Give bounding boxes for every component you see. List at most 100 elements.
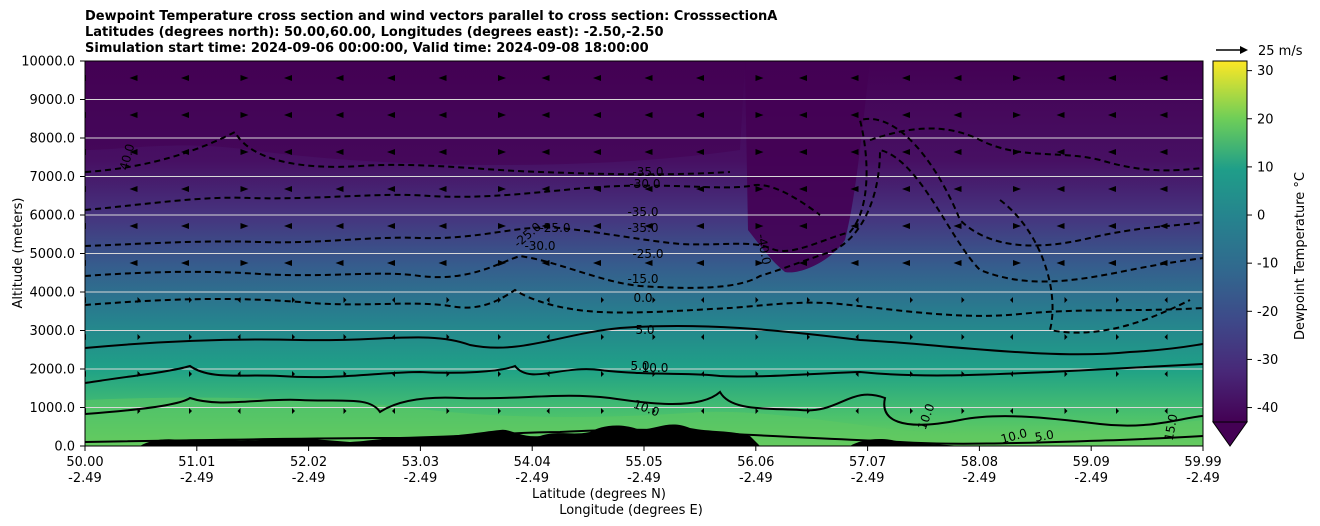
wind-vector-arrow	[1010, 297, 1013, 303]
wind-vector-arrow	[1056, 149, 1065, 155]
wind-vector-arrow	[755, 297, 759, 303]
wind-vectors	[85, 75, 1168, 414]
contour-line-dashed	[85, 148, 1203, 289]
wind-vector-arrow	[1164, 408, 1168, 414]
wind-vector-arrow	[387, 260, 395, 266]
wind-vector-arrow	[696, 112, 704, 118]
wind-vector-arrow	[181, 260, 189, 266]
wind-vector-arrow	[189, 408, 192, 414]
wind-vector-arrow	[438, 149, 447, 155]
wind-vector-arrow	[1164, 371, 1168, 377]
wind-vector-arrow	[593, 186, 601, 192]
wind-vector-arrow	[593, 75, 601, 81]
x-tick-label-latitude: 55.05	[625, 455, 662, 470]
wind-vector-arrow	[1108, 223, 1116, 229]
wind-vector-arrow	[129, 260, 138, 266]
terrain-silhouette	[140, 424, 960, 446]
wind-vector-arrow	[961, 297, 965, 303]
wind-vector-arrow	[1159, 75, 1168, 81]
wind-vector-arrow	[387, 186, 395, 192]
y-axis-label: Altitude (meters)	[11, 198, 26, 309]
wind-vector-arrow	[129, 186, 138, 192]
wind-vector-arrow	[953, 75, 962, 81]
wind-vector-arrow	[335, 112, 344, 118]
contour-label: -30.0	[524, 239, 555, 253]
wind-vector-arrow	[541, 112, 550, 118]
wind-vector-arrow	[644, 75, 653, 81]
wind-vector-arrow	[1164, 334, 1168, 340]
wind-vector-arrow	[392, 371, 395, 377]
colorbar-tick-label: 10	[1257, 160, 1274, 175]
wind-vector-arrow	[1108, 186, 1116, 192]
colorbar-tick-label: 30	[1257, 64, 1274, 79]
wind-vector-arrow	[137, 371, 141, 377]
contour-label: 10.0	[642, 361, 669, 375]
wind-vector-arrow	[961, 408, 965, 414]
colorbar-label: Dewpoint Temperature °C	[1293, 172, 1308, 340]
wind-vector-arrow	[850, 149, 859, 155]
contour-label: 0.0	[633, 291, 652, 305]
wind-vector-arrow	[498, 408, 501, 414]
contour-label: 5.0	[1034, 428, 1055, 445]
wind-vector-arrow	[541, 223, 550, 229]
wind-vector-arrow	[593, 112, 601, 118]
wind-vector-arrow	[755, 408, 759, 414]
contour-label: -35.0	[627, 205, 658, 219]
y-tick-label: 8000.0	[30, 132, 76, 147]
wind-vector-arrow	[335, 186, 344, 192]
wind-vector-arrow	[240, 260, 249, 266]
wind-vector-arrow	[446, 334, 450, 340]
wind-vector-arrow	[701, 334, 704, 340]
wind-vector-arrow	[601, 297, 604, 303]
wind-vector-arrow	[807, 297, 810, 303]
wind-vector-arrow	[498, 371, 501, 377]
contour-label: 15.0	[1162, 413, 1180, 442]
wind-vector-arrow	[240, 112, 249, 118]
wind-vector-arrow	[1116, 297, 1119, 303]
wind-vector-arrow	[129, 112, 138, 118]
wind-vector-arrow	[392, 334, 395, 340]
wind-vector-arrow	[855, 371, 859, 377]
wind-vector-arrow	[1013, 260, 1021, 266]
colorbar-extend-min	[1212, 421, 1248, 447]
wind-vector-arrow	[438, 223, 447, 229]
contour-label: 5.0	[635, 323, 654, 337]
wind-vector-arrow	[953, 223, 962, 229]
wind-vector-arrow	[1056, 112, 1065, 118]
x-tick-label-latitude: 53.03	[402, 455, 439, 470]
wind-vector-arrow	[498, 334, 501, 340]
y-tick-label: 3000.0	[30, 324, 76, 339]
wind-vector-arrow	[807, 408, 810, 414]
wind-vector-arrow	[137, 408, 141, 414]
wind-vector-arrow	[652, 297, 656, 303]
wind-vector-arrow	[953, 186, 962, 192]
wind-vector-arrow	[652, 408, 656, 414]
x-tick-label-latitude: 50.00	[66, 455, 103, 470]
wind-vector-arrow	[541, 149, 550, 155]
wind-vector-arrow	[181, 75, 189, 81]
x-tick-label-latitude: 59.09	[1073, 455, 1110, 470]
contour-labels: 40.0-25.0-25.0-30.0 -40.0-35.0-30.0-35.0-…	[117, 142, 1180, 446]
wind-vector-arrow	[1159, 223, 1168, 229]
wind-vector-arrow	[446, 371, 450, 377]
dry-air-intrusion	[745, 61, 870, 273]
wind-vector-arrow	[953, 149, 962, 155]
wind-vector-arrow	[701, 408, 704, 414]
wind-vector-arrow	[644, 149, 653, 155]
wind-vector-arrow	[498, 297, 501, 303]
y-tick-label: 4000.0	[30, 286, 76, 301]
wind-vector-arrow	[1108, 260, 1116, 266]
wind-vector-arrow	[696, 186, 704, 192]
wind-vector-arrow	[1010, 371, 1013, 377]
x-tick-label-longitude: -2.49	[739, 471, 773, 486]
contour-line-dashed	[869, 127, 1203, 172]
wind-vector-arrow	[696, 260, 704, 266]
contour-line-dashed	[85, 288, 1203, 317]
wind-vector-arrow	[953, 112, 962, 118]
wind-vector-arrow	[498, 112, 506, 118]
wind-vector-arrow	[1013, 112, 1021, 118]
wind-vector-arrow	[387, 223, 395, 229]
wind-vector-arrow	[696, 149, 704, 155]
contour-label: 10.0	[999, 426, 1028, 446]
y-tick-label: 5000.0	[30, 247, 76, 262]
